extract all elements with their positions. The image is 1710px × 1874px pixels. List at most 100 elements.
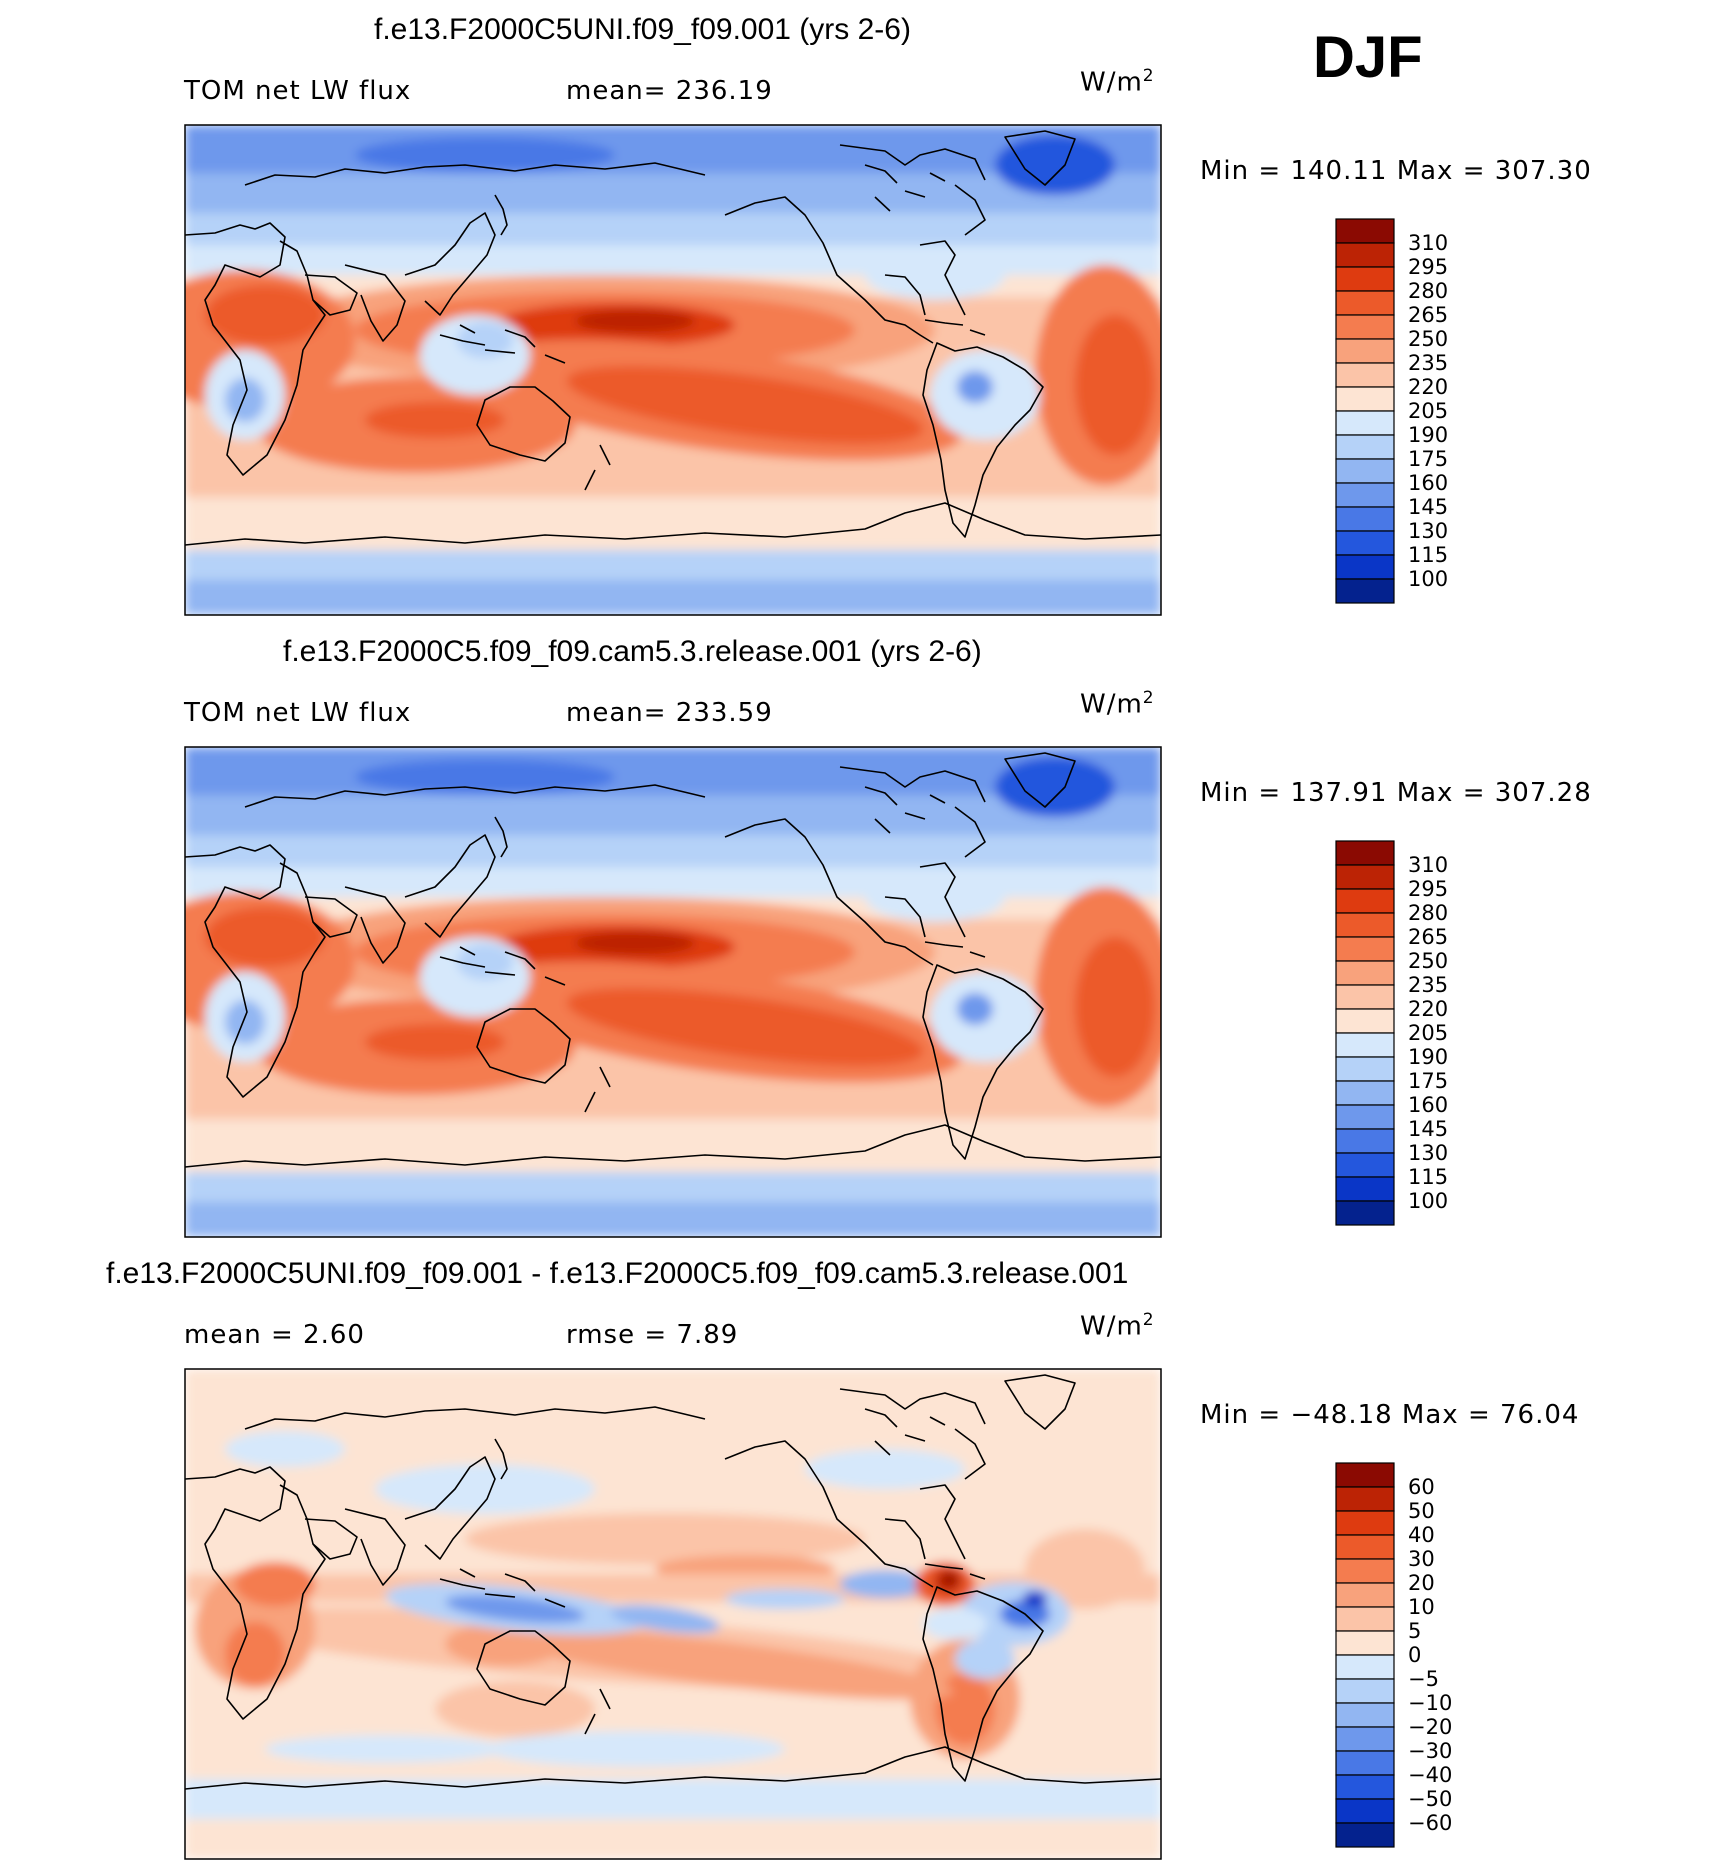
contour-band — [185, 173, 1161, 213]
colorbar-tick-label: 100 — [1408, 1189, 1448, 1213]
contour-region — [575, 931, 695, 955]
contour-region — [496, 1628, 954, 1700]
panel-1-colorbar: 3102952802652502352202051901751601451301… — [1335, 218, 1448, 604]
colorbar-swatch — [1335, 338, 1395, 364]
colorbar-swatch — [1335, 458, 1395, 484]
contour-region — [935, 1673, 995, 1745]
colorbar-swatch — [1335, 1200, 1395, 1226]
contour-region — [365, 1024, 505, 1060]
colorbar-tick-label: 235 — [1408, 973, 1448, 997]
contour-region — [445, 1595, 585, 1623]
panel-3-minmax: Min = −48.18 Max = 76.04 — [1200, 1400, 1580, 1430]
contour-region — [566, 988, 924, 1066]
coastline — [244, 1406, 706, 1430]
panel-1-minmax: Min = 140.11 Max = 307.30 — [1200, 156, 1592, 186]
coastline — [924, 1563, 986, 1580]
colorbar-tick-label: −40 — [1408, 1763, 1452, 1787]
colorbar-tick-label: 190 — [1408, 1045, 1448, 1069]
contour-region — [957, 993, 993, 1025]
coastline — [922, 1586, 1044, 1782]
coastline — [494, 194, 508, 236]
colorbar-swatch — [1335, 1534, 1395, 1560]
colorbar-swatch — [1335, 984, 1395, 1010]
units-main: W/m — [1080, 67, 1143, 98]
coastline — [439, 1568, 566, 1608]
contour-region — [725, 1589, 845, 1609]
panel-2-colorbar: 3102952802652502352202051901751601451301… — [1335, 840, 1448, 1226]
colorbar-swatch — [1335, 1654, 1395, 1680]
contour-region — [205, 285, 325, 345]
colorbar-tick-label: 40 — [1408, 1523, 1435, 1547]
colorbar-swatch — [1335, 960, 1395, 986]
colorbar-tick-label: 175 — [1408, 1069, 1448, 1093]
coastline — [864, 164, 946, 212]
contour-region — [225, 1000, 265, 1044]
coastline — [922, 342, 1044, 538]
panel-2-map — [184, 746, 1162, 1238]
units-sup: 2 — [1142, 688, 1155, 708]
contour-region — [235, 1562, 315, 1606]
coastline — [344, 886, 406, 964]
colorbar-tick-label: 60 — [1408, 1475, 1435, 1499]
colorbar-swatch — [1335, 1606, 1395, 1632]
contour-region — [955, 1639, 1015, 1679]
coastline — [185, 844, 326, 1098]
colorbar-swatch — [1335, 1176, 1395, 1202]
colorbar-tick-label: 130 — [1408, 1141, 1448, 1165]
colorbar-tick-label: −20 — [1408, 1715, 1452, 1739]
panel-3-title: f.e13.F2000C5UNI.f09_f09.001 - f.e13.F20… — [106, 1257, 1129, 1290]
colorbar-swatch — [1335, 840, 1395, 866]
contour-region — [865, 872, 1005, 922]
colorbar-tick-label: 265 — [1408, 925, 1448, 949]
coastline — [1004, 752, 1076, 808]
contour-region — [840, 1570, 930, 1598]
panel-3-map — [184, 1368, 1162, 1860]
colorbar-tick-label: 235 — [1408, 351, 1448, 375]
coastline — [584, 1066, 611, 1113]
coastline — [494, 816, 508, 858]
colorbar-tick-label: 30 — [1408, 1547, 1435, 1571]
coastline — [244, 784, 706, 808]
colorbar-tick-label: 310 — [1408, 231, 1448, 255]
colorbar-swatch — [1335, 554, 1395, 580]
map-contours — [185, 125, 1161, 615]
contour-region — [1025, 1529, 1145, 1609]
contour-region — [265, 1735, 505, 1763]
contour-region — [957, 371, 993, 403]
colorbar-swatch — [1335, 1128, 1395, 1154]
panel-2-mean-label: mean= 233.59 — [566, 698, 773, 728]
contour-region — [365, 402, 505, 438]
colorbar-tick-label: 145 — [1408, 495, 1448, 519]
contour-region — [865, 250, 1005, 300]
coastline — [924, 941, 986, 958]
units-main: W/m — [1080, 1311, 1143, 1342]
coastline — [724, 196, 934, 344]
coastline — [439, 324, 566, 364]
colorbar-swatch — [1335, 242, 1395, 268]
coastline — [404, 1456, 496, 1560]
colorbar-swatch — [1335, 530, 1395, 556]
colorbar-tick-label: 0 — [1408, 1643, 1421, 1667]
colorbar-tick-label: 20 — [1408, 1571, 1435, 1595]
contour-band — [185, 835, 1161, 867]
colorbar-swatch — [1335, 218, 1395, 244]
colorbar-swatch — [1335, 1558, 1395, 1584]
contour-region — [805, 1449, 965, 1489]
coastline — [344, 1508, 406, 1586]
map-frame — [184, 124, 1162, 616]
contour-region — [995, 757, 1115, 817]
contour-band — [185, 580, 1161, 615]
coastline — [304, 896, 358, 938]
map-field — [185, 125, 1161, 615]
colorbar-tick-label: 265 — [1408, 303, 1448, 327]
contour-band — [185, 1172, 1161, 1207]
contour-region — [566, 366, 924, 444]
panel-2-title: f.e13.F2000C5.f09_f09.cam5.3.release.001… — [283, 635, 982, 668]
coastline — [404, 834, 496, 938]
coastline — [839, 1388, 986, 1480]
contour-region — [465, 1513, 865, 1565]
colorbar-swatch — [1335, 888, 1395, 914]
coastline — [884, 240, 966, 316]
colorbar-swatch — [1335, 290, 1395, 316]
season-label: DJF — [1313, 25, 1423, 90]
